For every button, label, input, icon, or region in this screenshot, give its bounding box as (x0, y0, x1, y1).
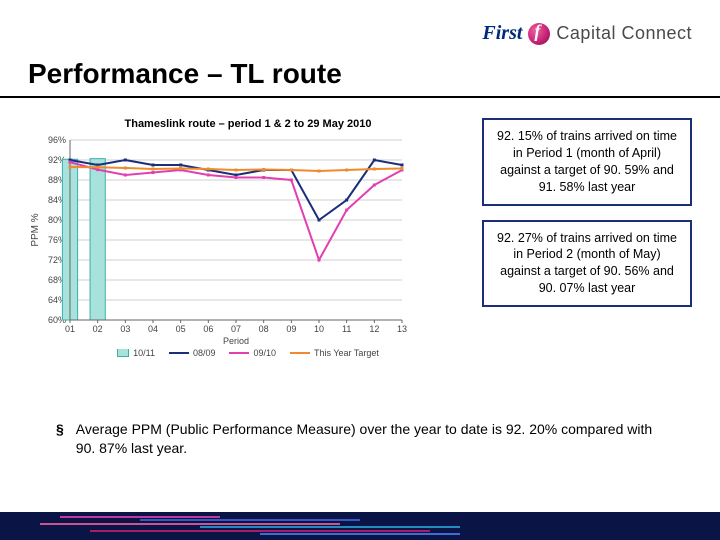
svg-text:11: 11 (342, 324, 351, 334)
svg-text:10: 10 (314, 324, 324, 334)
legend-item: 09/10 (229, 348, 276, 358)
footer-stripe (260, 533, 460, 535)
legend-swatch-icon (169, 352, 189, 354)
footer-stripe (90, 530, 430, 532)
svg-text:07: 07 (231, 324, 241, 334)
callout-column: 92. 15% of trains arrived on time in Per… (482, 118, 692, 358)
legend-label: 08/09 (193, 348, 216, 358)
chart-wrap: 96%92%88%84%80%76%72%68%64%60%0102030405… (28, 136, 464, 346)
legend-label: 10/11 (133, 348, 155, 358)
svg-text:06: 06 (203, 324, 213, 334)
summary-bullet: § Average PPM (Public Performance Measur… (56, 420, 656, 458)
brand-capital-connect: Capital Connect (556, 23, 692, 44)
svg-text:03: 03 (120, 324, 130, 334)
svg-text:05: 05 (176, 324, 186, 334)
callout-period-2: 92. 27% of trains arrived on time in Per… (482, 220, 692, 308)
bullet-text: Average PPM (Public Performance Measure)… (76, 420, 656, 458)
ppm-line-chart: 96%92%88%84%80%76%72%68%64%60%0102030405… (28, 136, 408, 346)
brand-roundel-icon (528, 23, 550, 45)
footer-stripe (140, 519, 360, 521)
callout-period-1: 92. 15% of trains arrived on time in Per… (482, 118, 692, 206)
legend-swatch-icon (117, 349, 129, 357)
brand-logo: First Capital Connect (482, 22, 692, 45)
legend-item: 10/11 (117, 348, 155, 358)
brand-first-word: First (482, 22, 522, 45)
svg-text:96%: 96% (48, 136, 66, 145)
legend-swatch-icon (290, 352, 310, 354)
legend-item: 08/09 (169, 348, 216, 358)
content-row: Thameslink route – period 1 & 2 to 29 Ma… (28, 118, 692, 358)
svg-text:02: 02 (93, 324, 103, 334)
chart-panel: Thameslink route – period 1 & 2 to 29 Ma… (28, 118, 468, 358)
footer-stripe (60, 516, 220, 518)
footer-stripe (200, 526, 460, 528)
svg-text:12: 12 (369, 324, 379, 334)
legend-swatch-icon (229, 352, 249, 354)
footer-stripe (40, 523, 340, 525)
svg-text:PPM %: PPM % (30, 213, 41, 246)
title-underline (0, 96, 720, 98)
slide: { "brand": { "first": "First", "cc": "Ca… (0, 0, 720, 540)
svg-text:08: 08 (259, 324, 269, 334)
svg-text:13: 13 (397, 324, 407, 334)
svg-text:01: 01 (65, 324, 75, 334)
legend-label: 09/10 (253, 348, 276, 358)
legend-item: This Year Target (290, 348, 379, 358)
svg-text:Period: Period (223, 336, 249, 346)
chart-title: Thameslink route – period 1 & 2 to 29 Ma… (28, 118, 468, 130)
bullet-mark: § (56, 420, 64, 458)
page-title: Performance – TL route (28, 58, 342, 90)
legend-label: This Year Target (314, 348, 379, 358)
footer-band (0, 512, 720, 540)
svg-text:09: 09 (286, 324, 296, 334)
chart-legend: 10/11 08/09 09/10 This Year Target (28, 348, 468, 358)
svg-text:04: 04 (148, 324, 158, 334)
